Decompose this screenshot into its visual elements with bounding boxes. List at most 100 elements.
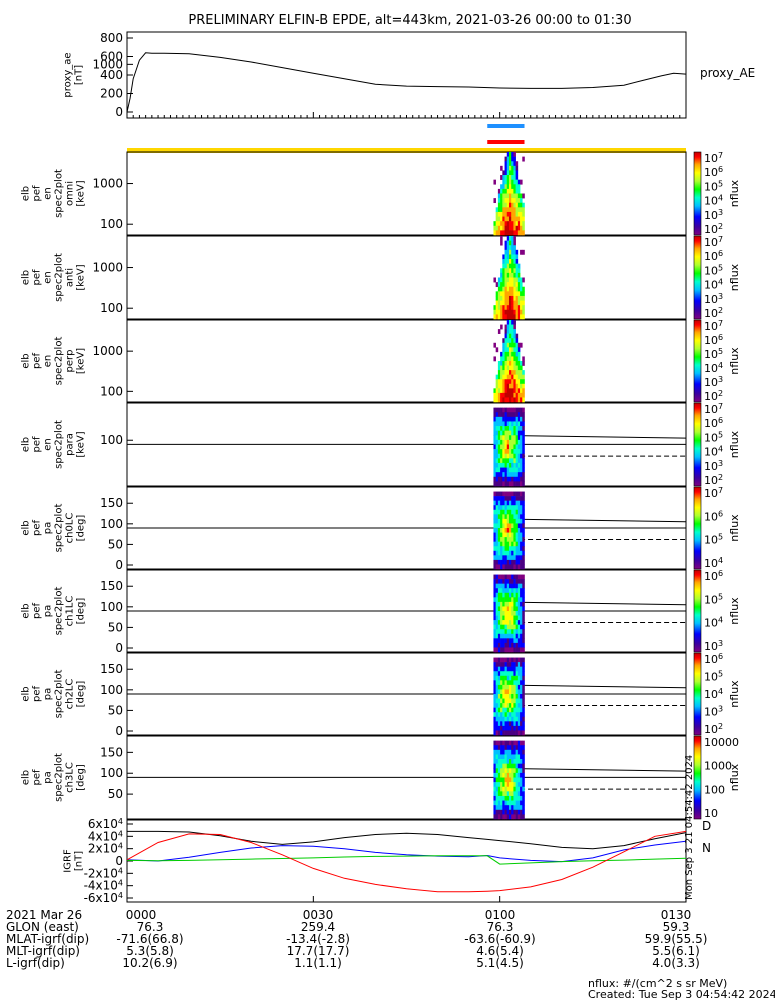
heatmap-cell — [493, 730, 496, 736]
heatmap-cell — [517, 467, 521, 473]
heatmap-cell — [504, 666, 508, 672]
heatmap-cell — [511, 716, 514, 722]
heatmap-cell — [502, 472, 505, 478]
heatmap-cell — [502, 620, 505, 625]
heatmap-cell — [500, 759, 503, 764]
heatmap-cell — [497, 725, 501, 731]
heatmap-cell — [517, 768, 521, 774]
heatmap-cell — [517, 671, 521, 677]
heatmap-cell — [511, 254, 514, 260]
heatmap-cell — [502, 537, 505, 542]
heatmap-cell — [504, 286, 508, 292]
heatmap-cell — [508, 170, 512, 176]
heatmap-cell — [495, 749, 499, 755]
heatmap-cell — [504, 421, 508, 427]
heatmap-cell — [515, 188, 519, 194]
heatmap-cell — [495, 435, 499, 441]
heatmap-cell — [517, 689, 521, 695]
heatmap-cell — [520, 388, 523, 394]
heatmap-cell — [506, 430, 510, 436]
heatmap-cell — [511, 800, 514, 806]
heatmap-cell — [502, 657, 505, 663]
heatmap-cell — [520, 684, 523, 690]
heatmap-cell — [493, 509, 496, 515]
heatmap-cell — [508, 351, 512, 357]
heatmap-cell — [502, 592, 505, 598]
heatmap-cell — [495, 725, 499, 731]
heatmap-cell — [493, 481, 496, 487]
heatmap-cell — [500, 383, 503, 389]
heatmap-cell — [500, 721, 503, 727]
heatmap-cell — [508, 392, 512, 398]
heatmap-cell — [511, 768, 514, 774]
heatmap-cell — [495, 518, 499, 524]
heatmap-cell — [508, 188, 512, 194]
heatmap-cell — [515, 370, 519, 375]
heatmap-cell — [500, 601, 503, 607]
heatmap-cell — [520, 202, 523, 208]
heatmap-cell — [508, 689, 512, 695]
heatmap-cell — [493, 698, 496, 704]
heatmap-cell — [506, 347, 510, 353]
heatmap-cell — [506, 528, 510, 533]
heatmap-cell — [500, 188, 503, 194]
heatmap-cell — [506, 684, 510, 690]
y-axis-label-spec_pa_ch0: [deg] — [76, 515, 87, 542]
heatmap-cell — [497, 814, 501, 820]
heatmap-cell — [497, 407, 501, 413]
heatmap-cell — [504, 351, 508, 357]
heatmap-cell — [513, 657, 516, 663]
heatmap-cell — [497, 370, 501, 375]
heatmap-cell — [493, 496, 496, 501]
heatmap-cell — [506, 225, 510, 231]
heatmap-cell — [515, 230, 519, 236]
heatmap-cell — [502, 505, 505, 511]
heatmap-cell — [495, 657, 499, 663]
colorbar-label: nflux — [728, 680, 741, 708]
heatmap-cell — [513, 675, 516, 681]
heatmap-cell — [502, 786, 505, 792]
heatmap-cell — [511, 772, 514, 778]
heatmap-cell — [513, 320, 516, 325]
heatmap-cell — [508, 606, 512, 612]
heatmap-cell — [511, 559, 514, 565]
heatmap-cell — [520, 574, 523, 580]
heatmap-cell — [511, 472, 514, 478]
heatmap-cell — [522, 467, 525, 473]
heatmap-cell — [495, 412, 499, 418]
heatmap-cell — [506, 588, 510, 594]
heatmap-cell — [508, 286, 512, 292]
heatmap-cell — [515, 496, 519, 501]
heatmap-cell — [511, 694, 514, 699]
heatmap-cell — [515, 597, 519, 603]
heatmap-cell — [513, 707, 516, 713]
heatmap-cell — [504, 725, 508, 731]
heatmap-cell — [515, 642, 519, 648]
heatmap-cell — [515, 211, 519, 217]
heatmap-cell — [493, 314, 496, 320]
heatmap-cell — [520, 314, 523, 320]
heatmap-cell — [520, 814, 523, 820]
heatmap-cell — [502, 491, 505, 497]
heatmap-cell — [515, 703, 519, 708]
heatmap-cell — [500, 392, 503, 398]
heatmap-cell — [493, 421, 496, 427]
heatmap-cell — [513, 216, 516, 222]
heatmap-cell — [515, 207, 519, 213]
heatmap-cell — [504, 518, 508, 524]
heatmap-cell — [515, 291, 519, 297]
heatmap-cell — [520, 800, 523, 806]
heatmap-cell — [504, 491, 508, 497]
heatmap-cell — [522, 435, 525, 441]
heatmap-cell — [513, 165, 516, 171]
heatmap-cell — [515, 712, 519, 718]
heatmap-cell — [500, 472, 503, 478]
heatmap-cell — [502, 467, 505, 473]
heatmap-cell — [506, 314, 510, 320]
heatmap-cell — [520, 611, 523, 616]
heatmap-cell — [506, 629, 510, 635]
heatmap-cell — [495, 759, 499, 764]
colorbar-tick-label: 103 — [704, 705, 723, 719]
heatmap-cell — [495, 638, 499, 644]
